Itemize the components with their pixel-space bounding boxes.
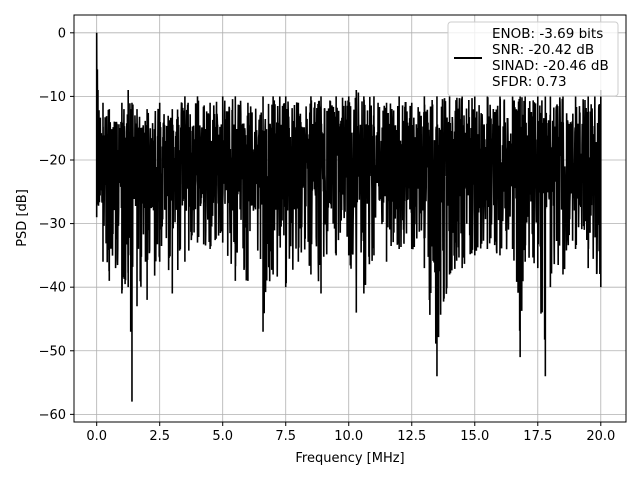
axes-frame <box>73 14 627 423</box>
y-tick-label: −10 <box>39 90 66 105</box>
legend-entry-enob: ENOB: -3.69 bits <box>492 26 603 42</box>
x-axis-label: Frequency [MHz] <box>295 451 404 466</box>
y-tick-label: 0 <box>58 26 66 41</box>
x-tick-label: 7.5 <box>275 429 296 444</box>
x-tick-label: 17.5 <box>523 429 552 444</box>
x-tick-label: 12.5 <box>397 429 426 444</box>
y-tick-label: −40 <box>39 281 66 296</box>
plot-area <box>95 32 602 402</box>
legend-box <box>447 21 619 97</box>
x-tick-label: 20.0 <box>586 429 615 444</box>
y-axis-ticks: 0 −10 −20 −30 −40 −50 −60 <box>39 26 74 423</box>
legend-entry-snr: SNR: -20.42 dB <box>492 42 594 58</box>
y-tick-label: −20 <box>39 153 66 168</box>
y-tick-label: −50 <box>39 344 66 359</box>
legend-entry-sinad: SINAD: -20.46 dB <box>492 58 609 74</box>
y-axis-label: PSD [dB] <box>15 189 30 247</box>
legend: ENOB: -3.69 bits SNR: -20.42 dB SINAD: -… <box>447 21 619 97</box>
x-tick-label: 2.5 <box>149 429 170 444</box>
x-tick-label: 15.0 <box>460 429 489 444</box>
legend-entry-sfdr: SFDR: 0.73 <box>492 74 567 90</box>
psd-series-line <box>95 32 602 402</box>
y-tick-label: −30 <box>39 217 66 232</box>
x-tick-label: 10.0 <box>334 429 363 444</box>
x-tick-label: 5.0 <box>212 429 233 444</box>
x-axis-ticks: 0.0 2.5 5.0 7.5 10.0 12.5 15.0 17.5 20.0 <box>86 422 615 444</box>
x-tick-label: 0.0 <box>86 429 107 444</box>
y-tick-label: −60 <box>39 408 66 423</box>
